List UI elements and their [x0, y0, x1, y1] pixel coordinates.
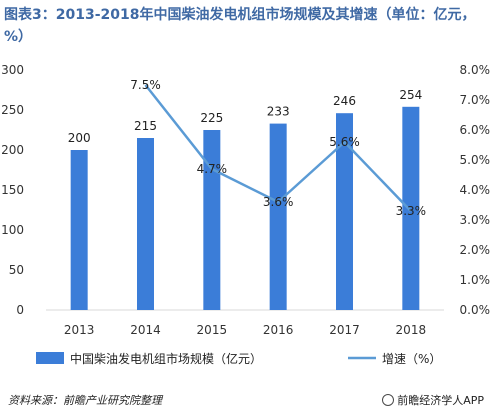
bar: [402, 106, 420, 310]
y-right-tick-label: 0.0%: [460, 303, 491, 317]
legend-line-label: 增速（%）: [382, 352, 441, 366]
source-note: 资料来源：前瞻产业研究院整理: [8, 394, 162, 407]
y-right-tick-label: 7.0%: [460, 93, 491, 107]
y-left-tick-label: 0: [16, 303, 24, 317]
brand-logo-icon: [382, 394, 395, 406]
bar: [203, 130, 221, 310]
chart-title: 图表3：2013-2018年中国柴油发电机组市场规模及其增速（单位：亿元，%）: [4, 7, 476, 45]
bar-value-label: 246: [333, 94, 356, 108]
y-left-tick-label: 50: [9, 263, 24, 277]
growth-value-label: 7.5%: [130, 78, 161, 92]
x-tick-label: 2013: [64, 323, 95, 337]
legend-bar-swatch: [36, 352, 64, 364]
bar: [70, 150, 88, 310]
bar-value-label: 233: [267, 105, 290, 119]
y-right-tick-label: 8.0%: [460, 63, 491, 77]
growth-value-label: 3.6%: [263, 195, 294, 209]
brand: 前瞻经济学人APP: [382, 392, 484, 408]
y-left-tick-label: 200: [1, 143, 24, 157]
bar-value-label: 215: [134, 119, 157, 133]
growth-value-label: 3.3%: [396, 204, 427, 218]
growth-value-label: 5.6%: [329, 135, 360, 149]
y-left-tick-label: 250: [1, 103, 24, 117]
y-right-tick-label: 6.0%: [460, 123, 491, 137]
legend-bar-label: 中国柴油发电机组市场规模（亿元）: [70, 351, 262, 366]
y-right-tick-label: 4.0%: [460, 183, 491, 197]
bar-value-label: 200: [68, 131, 91, 145]
bar: [137, 138, 154, 310]
y-right-tick-label: 5.0%: [460, 153, 491, 167]
y-right-tick-label: 3.0%: [460, 213, 491, 227]
bar: [336, 113, 353, 310]
y-right-tick-label: 1.0%: [460, 273, 491, 287]
y-left-tick-label: 150: [1, 183, 24, 197]
bar-value-label: 225: [200, 111, 223, 125]
x-tick-label: 2015: [197, 323, 228, 337]
y-left-tick-label: 300: [1, 63, 24, 77]
x-tick-label: 2017: [329, 323, 360, 337]
x-tick-label: 2018: [396, 323, 427, 337]
bar: [269, 123, 287, 310]
y-right-tick-label: 2.0%: [460, 243, 491, 257]
y-left-tick-label: 100: [1, 223, 24, 237]
x-tick-label: 2014: [130, 323, 161, 337]
growth-line: [144, 84, 412, 212]
brand-name: 前瞻经济学人APP: [397, 394, 484, 407]
growth-value-label: 4.7%: [197, 162, 228, 176]
chart: 0 50 100 150 200 250 300 0.0% 1.0% 2.0% 3.0% 4.0% 5.…: [1, 63, 491, 366]
bar-value-label: 254: [399, 88, 422, 102]
x-tick-label: 2016: [263, 323, 294, 337]
